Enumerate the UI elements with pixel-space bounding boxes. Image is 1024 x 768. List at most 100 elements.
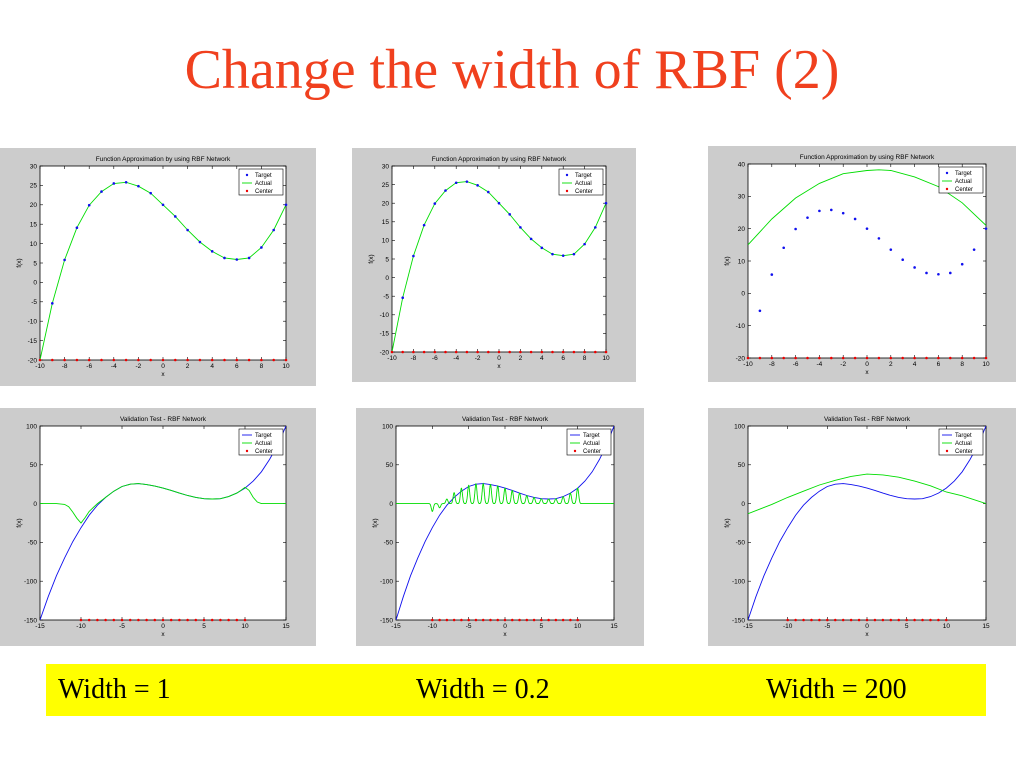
y-tick-label: -20 [28, 357, 38, 364]
x-tick-label: 4 [210, 363, 214, 370]
plot-area [395, 425, 615, 621]
series-point-center [984, 356, 988, 360]
series-point-center [243, 618, 247, 622]
legend: Target Actual Center [938, 166, 984, 194]
series-point-target [87, 203, 91, 207]
series-point-center [561, 350, 565, 354]
y-tick-label: 0 [741, 291, 745, 298]
y-tick-label: -10 [28, 319, 38, 326]
chart-svg: Function Approximation by using RBF Netw… [16, 156, 290, 378]
x-tick-label: 5 [202, 623, 206, 630]
series-point-center [897, 618, 901, 622]
x-tick-label: 8 [960, 361, 964, 368]
y-tick-label: -150 [732, 617, 745, 624]
series-point-center [873, 618, 877, 622]
series-point-center [583, 350, 586, 354]
caption-width-0-2: Width = 0.2 [416, 674, 550, 705]
legend-label-actual: Actual [955, 179, 972, 185]
y-tick-label: 0 [33, 280, 37, 287]
y-axis-label: f(x) [368, 254, 375, 263]
x-tick-label: 0 [161, 623, 165, 630]
y-tick-label: 5 [33, 260, 37, 267]
series-point-target [529, 237, 533, 241]
series-point-target [901, 258, 904, 262]
series-point-target [223, 256, 226, 260]
series-point-center [551, 350, 554, 354]
chart-panel-approx-width-1: Function Approximation by using RBF Netw… [0, 148, 316, 386]
series-point-target [497, 201, 501, 205]
series-point-center [87, 618, 91, 622]
series-point-target [235, 258, 239, 261]
x-axis-label: x [161, 631, 165, 638]
series-layer [396, 426, 614, 620]
series-point-center [401, 350, 404, 354]
series-point-center [489, 618, 492, 622]
series-point-center [826, 618, 829, 622]
series-point-center [529, 350, 533, 354]
slide-title: Change the width of RBF (2) [184, 39, 840, 101]
series-point-center [38, 358, 42, 362]
series-point-target [572, 252, 576, 256]
plot-area [747, 425, 987, 621]
series-point-center [284, 358, 288, 362]
y-tick-label: -20 [736, 355, 746, 362]
x-tick-label: 10 [982, 361, 990, 368]
legend: Target Actual Center [938, 428, 984, 456]
y-tick-label: 0 [385, 275, 389, 282]
series-point-center [937, 356, 940, 360]
series-point-target [551, 252, 554, 256]
series-point-center [476, 350, 479, 354]
series-point-target [604, 201, 608, 205]
series-point-target [794, 227, 797, 231]
series-point-center [104, 618, 107, 622]
series-point-center [454, 350, 458, 354]
y-tick-label: -50 [384, 540, 394, 547]
series-point-center [518, 618, 521, 622]
series-point-center [853, 356, 857, 360]
x-tick-label: 10 [282, 363, 290, 370]
x-tick-label: 5 [905, 623, 909, 630]
y-tick-label: 10 [30, 241, 38, 248]
x-tick-label: 0 [161, 363, 165, 370]
x-tick-label: -5 [824, 623, 830, 630]
series-line-actual [40, 483, 286, 524]
x-axis-label: x [161, 371, 165, 378]
y-tick-label: 40 [738, 161, 746, 168]
legend: Target Actual Center [238, 168, 284, 196]
legend-label-center: Center [955, 449, 973, 455]
series-point-target [284, 203, 288, 207]
series-point-center [806, 356, 809, 360]
series-point-center [219, 618, 222, 622]
series-point-center [746, 356, 750, 360]
series-point-center [794, 356, 797, 360]
series-point-center [174, 358, 177, 362]
series-point-center [467, 618, 470, 622]
series-point-target [161, 203, 165, 207]
y-tick-label: -15 [380, 331, 390, 338]
series-point-center [937, 618, 940, 622]
legend: Target Actual Center [238, 428, 284, 456]
series-point-center [412, 350, 415, 354]
series-point-center [889, 618, 893, 622]
series-point-center [272, 358, 276, 362]
series-point-target [63, 258, 66, 262]
series-point-center [945, 618, 948, 622]
legend-label-target: Target [575, 173, 592, 179]
chart-panel-validation-width-0-2: Validation Test - RBF Network -15 -10 -5 0 5 1… [356, 408, 644, 646]
series-point-center [497, 350, 501, 354]
series-point-center [510, 618, 514, 622]
legend-label-target: Target [255, 173, 272, 179]
series-point-center [569, 618, 572, 622]
series-point-center [913, 618, 916, 622]
chart-title: Function Approximation by using RBF Netw… [432, 156, 567, 163]
series-point-center [949, 356, 952, 360]
y-tick-label: 50 [386, 462, 394, 469]
y-tick-label: 10 [382, 238, 390, 245]
series-point-center [794, 618, 797, 622]
y-tick-label: 25 [382, 182, 390, 189]
series-point-target [433, 202, 437, 205]
y-tick-label: -150 [24, 617, 37, 624]
x-tick-label: -4 [111, 363, 117, 370]
series-point-target [984, 227, 988, 230]
chart-title: Validation Test - RBF Network [824, 416, 911, 423]
